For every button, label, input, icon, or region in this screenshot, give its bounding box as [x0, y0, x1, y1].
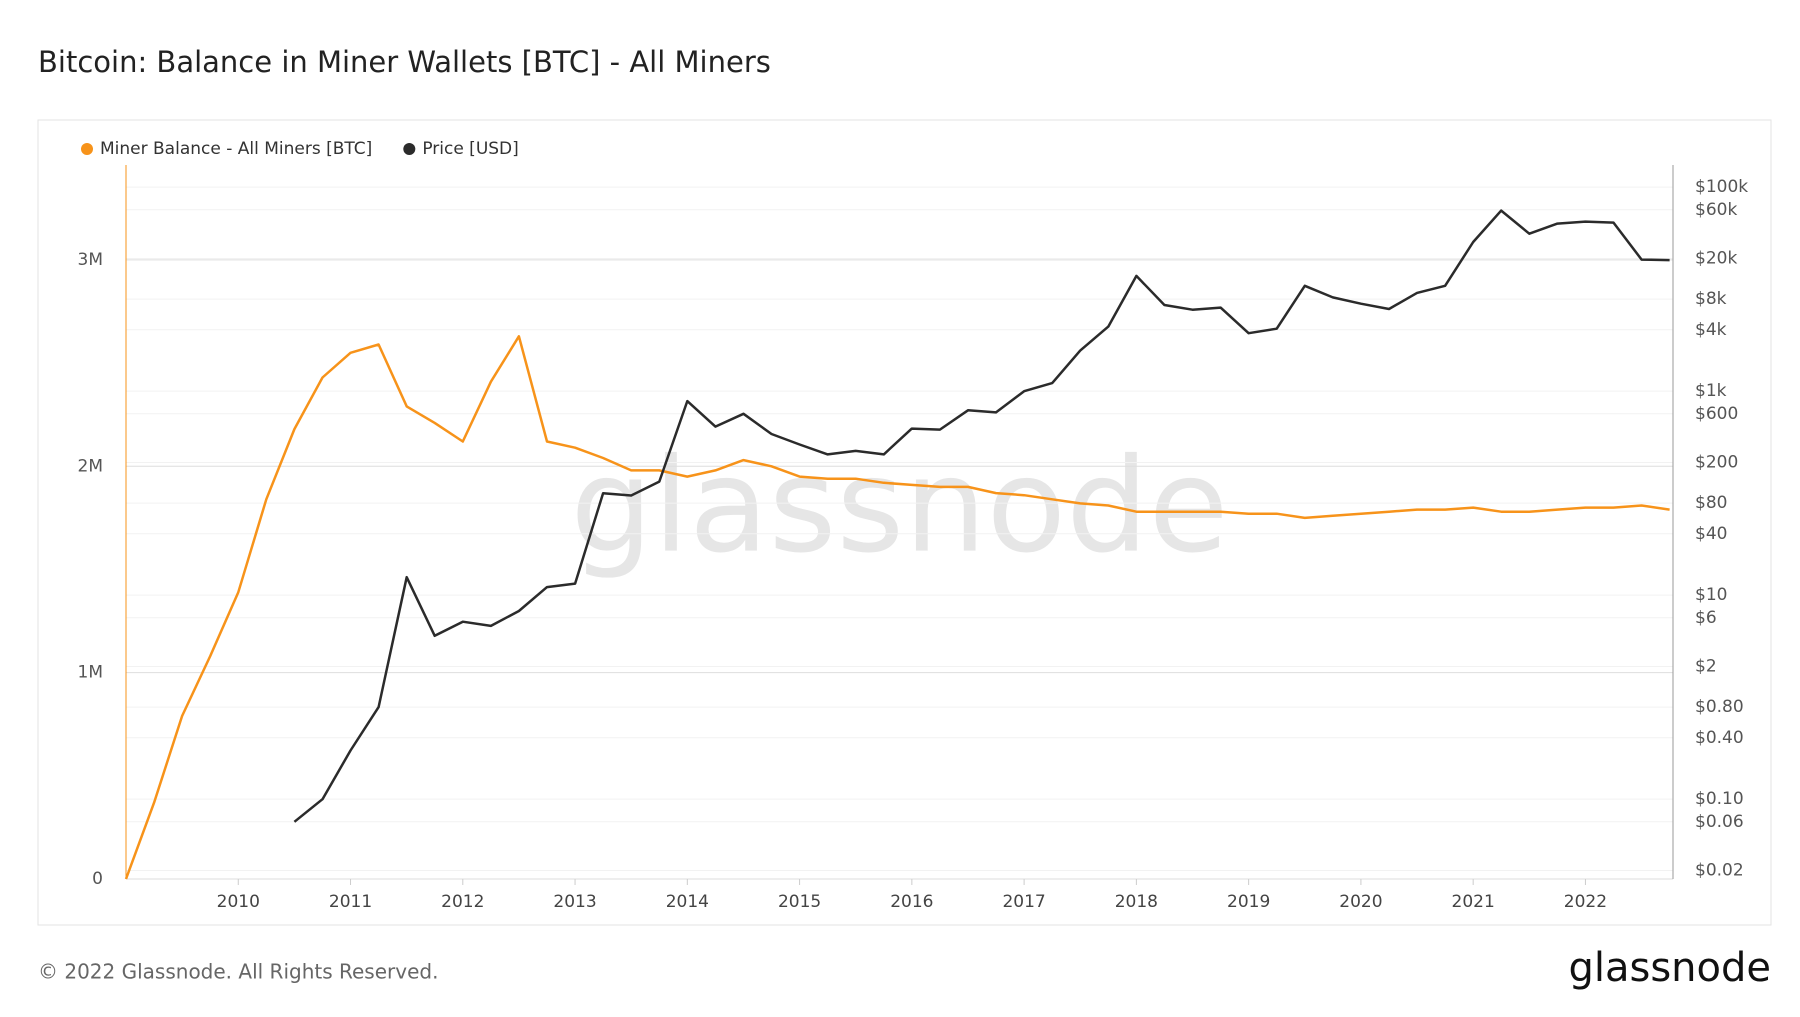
logo: glassnode — [1568, 945, 1771, 991]
x-tick-label: 2011 — [329, 892, 372, 912]
x-tick-label: 2018 — [1115, 892, 1158, 912]
x-tick-label: 2015 — [778, 892, 821, 912]
y2-tick-label: $0.06 — [1695, 812, 1744, 832]
y2-tick-label: $0.02 — [1695, 860, 1744, 880]
x-tick-label: 2014 — [666, 892, 709, 912]
y2-tick-label: $4k — [1695, 320, 1727, 340]
y-tick-label: 1M — [78, 663, 103, 683]
y2-tick-label: $0.40 — [1695, 728, 1744, 748]
legend-label: Price [USD] — [422, 139, 518, 159]
y2-tick-label: $0.80 — [1695, 697, 1744, 717]
x-tick-label: 2012 — [441, 892, 484, 912]
legend-marker — [403, 143, 416, 155]
y-tick-label: 0 — [92, 869, 103, 889]
footer: © 2022 Glassnode. All Rights Reserved. — [38, 960, 438, 984]
y2-tick-label: $0.10 — [1695, 789, 1744, 809]
chart-title: Bitcoin: Balance in Miner Wallets [BTC] … — [38, 45, 771, 79]
series-line — [124, 335, 1670, 880]
y-tick-label: 2M — [78, 456, 103, 476]
x-tick-label: 2013 — [553, 892, 596, 912]
x-tick-label: 2021 — [1452, 892, 1495, 912]
y2-tick-label: $200 — [1695, 452, 1738, 472]
y2-tick-label: $20k — [1695, 248, 1737, 268]
y2-tick-label: $600 — [1695, 404, 1738, 424]
x-tick-label: 2010 — [217, 892, 260, 912]
y-tick-label: 3M — [78, 250, 103, 270]
y2-tick-label: $8k — [1695, 289, 1727, 309]
series-line — [293, 209, 1670, 823]
legend-marker — [81, 143, 93, 155]
x-tick-label: 2020 — [1339, 892, 1382, 912]
x-tick-label: 2022 — [1564, 892, 1607, 912]
y2-tick-label: $80 — [1695, 493, 1727, 513]
y2-tick-label: $6 — [1695, 608, 1717, 628]
y2-tick-label: $40 — [1695, 524, 1727, 544]
y2-tick-label: $2 — [1695, 656, 1717, 676]
y2-tick-label: $60k — [1695, 200, 1737, 220]
x-tick-label: 2016 — [890, 892, 933, 912]
legend-label: Miner Balance - All Miners [BTC] — [100, 139, 372, 159]
y2-tick-label: $100k — [1695, 177, 1748, 197]
x-tick-label: 2019 — [1227, 892, 1270, 912]
x-tick-label: 2017 — [1002, 892, 1045, 912]
y2-tick-label: $10 — [1695, 585, 1727, 605]
y2-tick-label: $1k — [1695, 381, 1727, 401]
watermark: glassnode — [570, 430, 1228, 582]
